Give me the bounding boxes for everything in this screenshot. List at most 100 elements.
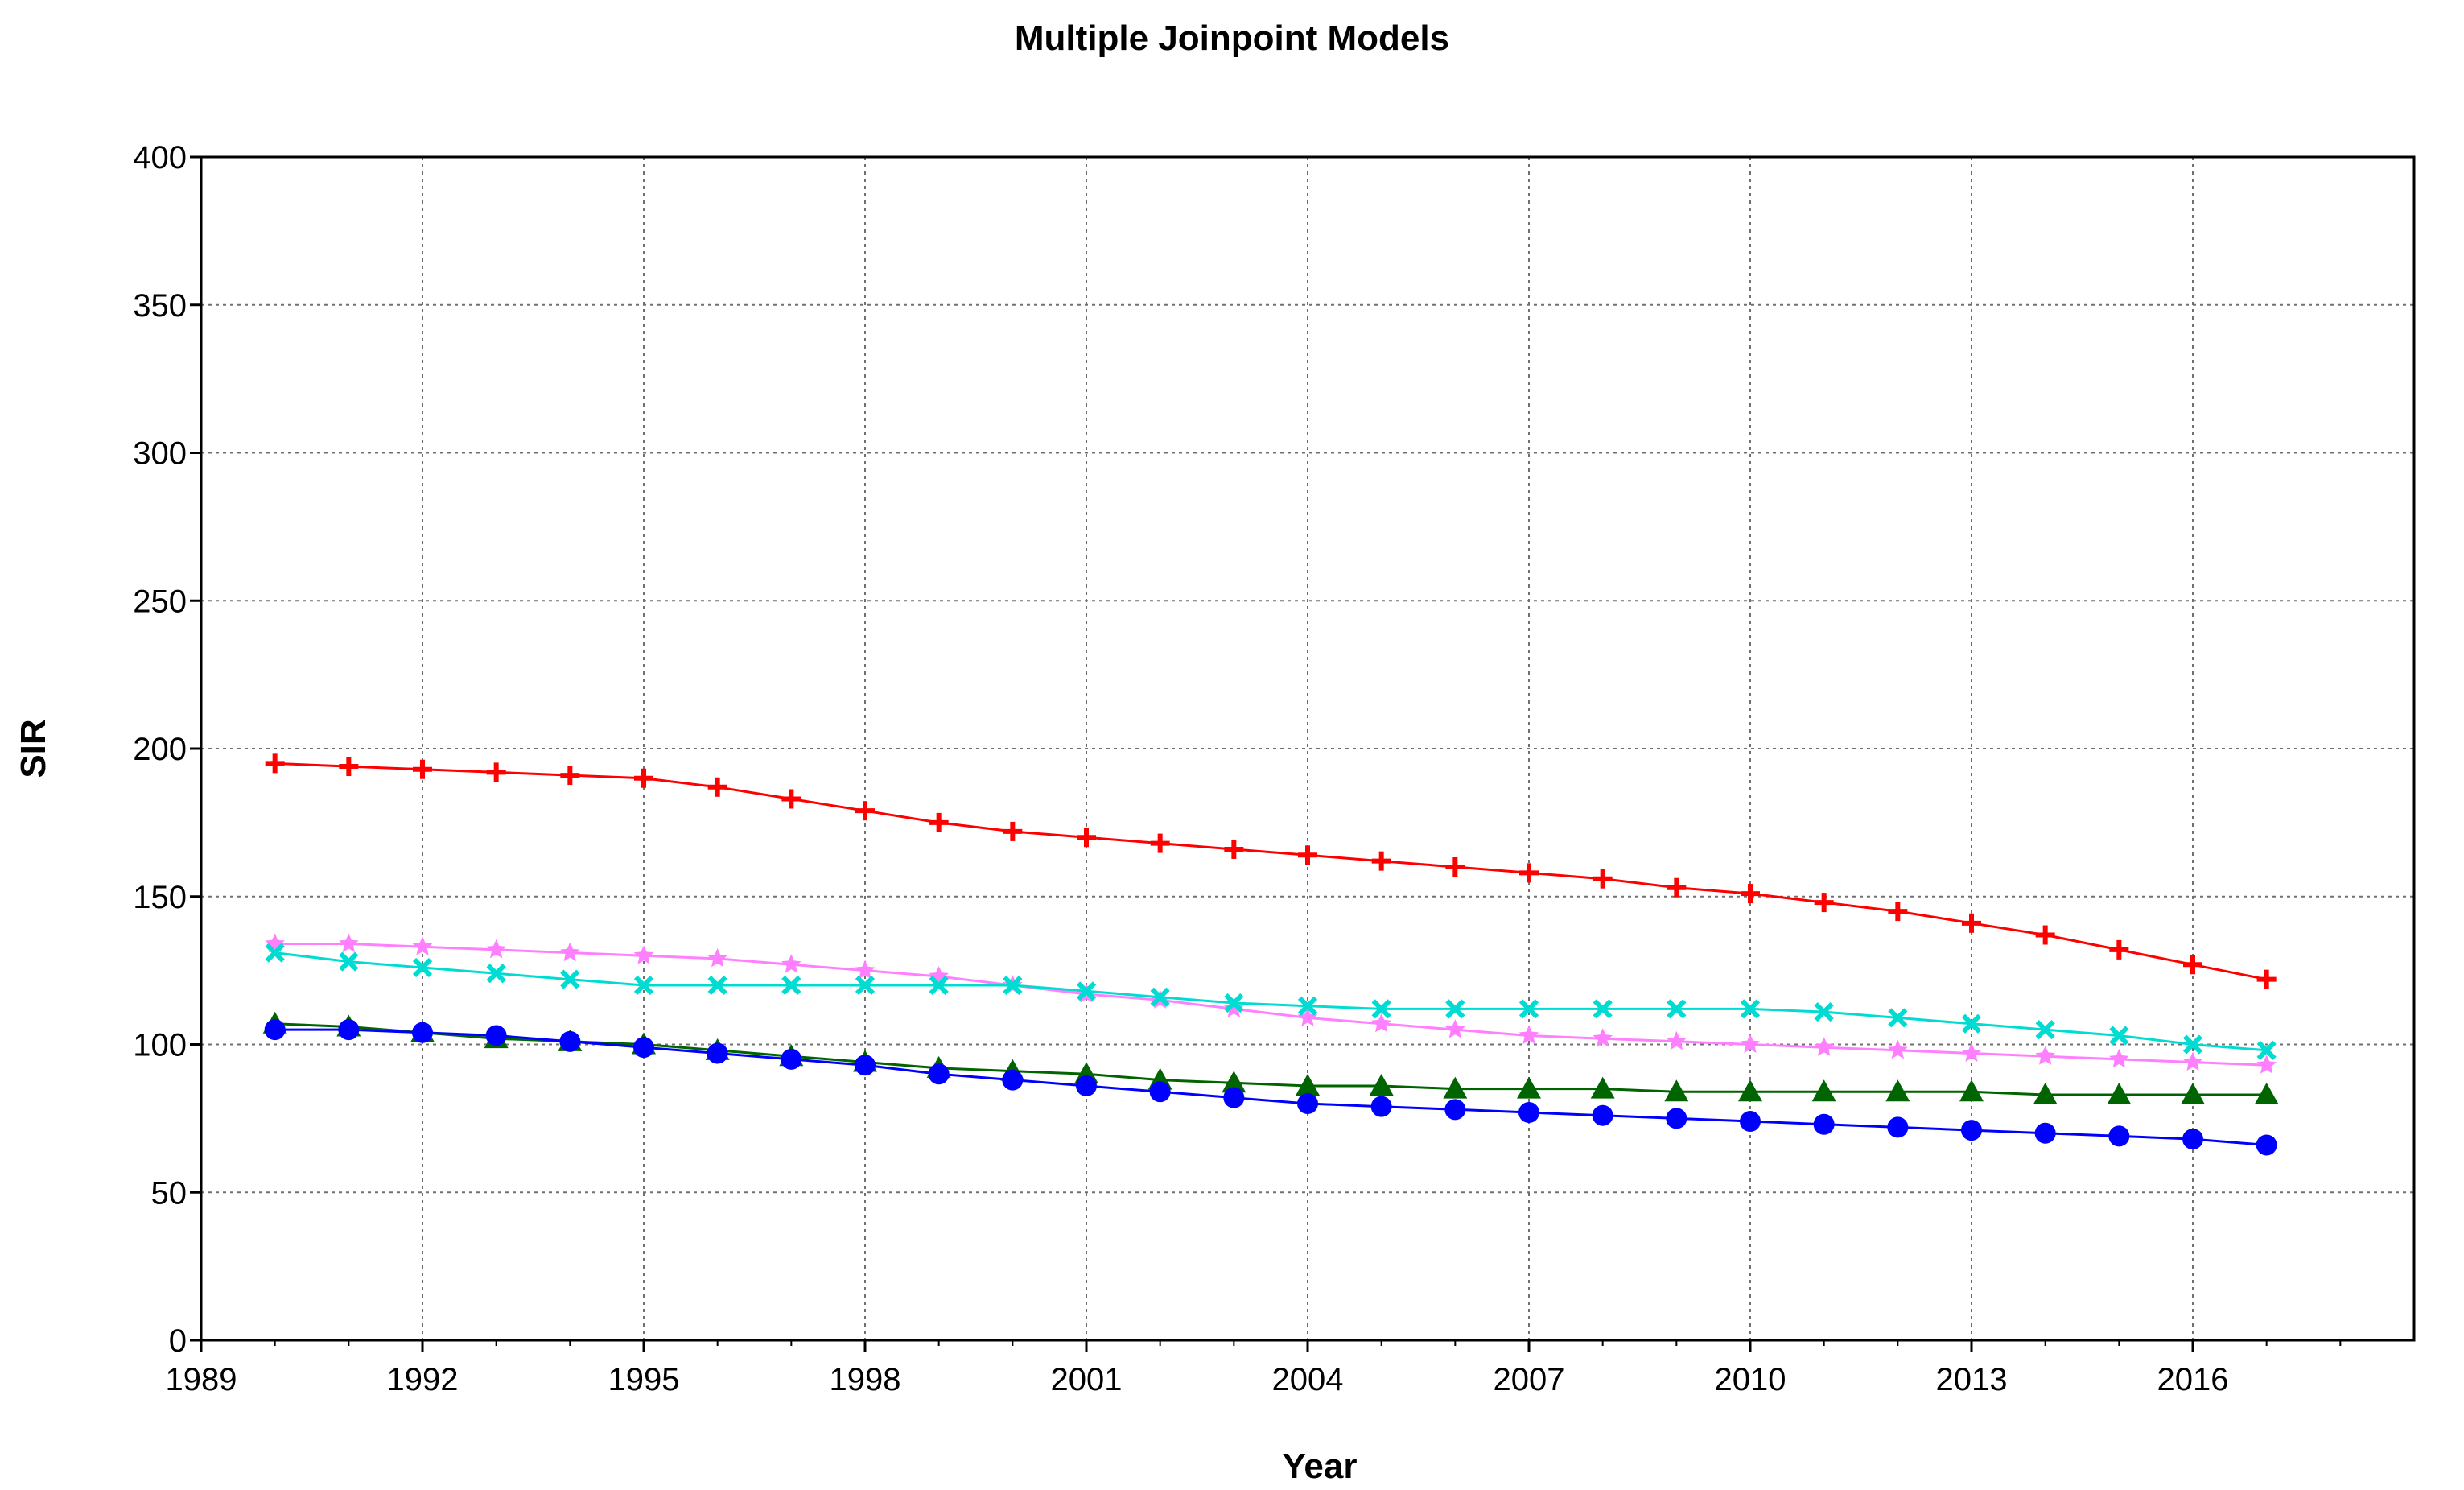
series-red-point (1371, 851, 1391, 871)
x-tick-label: 2010 (1715, 1362, 1786, 1397)
series-pink-point (633, 945, 654, 964)
series-pink-point (707, 947, 727, 968)
series-pink-point (1593, 1028, 1613, 1047)
series-blue-point (633, 1037, 654, 1059)
series-red (265, 753, 2277, 989)
series-red-point (486, 762, 506, 782)
series-red-point (1962, 913, 1981, 933)
series-blue-point (1518, 1102, 1539, 1124)
series-red-point (560, 766, 580, 786)
x-tick-label: 2001 (1051, 1362, 1123, 1397)
series-blue (264, 1019, 2277, 1156)
series-blue-point (2108, 1125, 2130, 1147)
series-blue-point (1813, 1113, 1835, 1135)
series-cyan-point (633, 975, 654, 996)
series-cyan-point (707, 975, 727, 996)
series-cyan-point (1961, 1013, 1982, 1034)
series-pink-point (781, 954, 801, 973)
series-blue-point (1297, 1093, 1318, 1114)
series-green-point (2033, 1082, 2058, 1104)
series-pink-point (2182, 1051, 2203, 1071)
series-blue-point (559, 1030, 581, 1052)
series-red-point (1519, 863, 1539, 883)
series-green-point (1443, 1076, 1468, 1099)
series-blue-point (2034, 1122, 2056, 1144)
series-cyan-line (274, 951, 2267, 1052)
series-cyan-point (412, 957, 433, 978)
x-tick-label: 1998 (830, 1362, 901, 1397)
series-pink-point (1297, 1007, 1318, 1026)
grid (201, 157, 2414, 1340)
x-axis-title: Year (1283, 1447, 1358, 1486)
series-blue-point (1002, 1069, 1024, 1091)
series-red-point (2109, 939, 2129, 960)
series-red-point (707, 777, 727, 797)
series-blue-point (412, 1022, 433, 1043)
series-red-point (1003, 821, 1023, 841)
series-blue-point (338, 1019, 360, 1041)
y-tick-label: 100 (133, 1028, 187, 1063)
series-pink-point (486, 939, 506, 959)
series-pink-point (1445, 1019, 1465, 1038)
series-cyan-point (1518, 999, 1539, 1019)
series-blue-point (1740, 1111, 1761, 1133)
series-blue-point (1149, 1081, 1171, 1103)
series-pink-point (412, 936, 433, 955)
series-blue-line (274, 1028, 2267, 1146)
series-red-point (2183, 955, 2202, 975)
series-red-point (1888, 902, 1908, 922)
y-tick-label: 200 (133, 732, 187, 767)
series-green-point (1738, 1079, 1762, 1102)
series-green-point (1885, 1079, 1910, 1102)
x-tick-label: 2016 (2157, 1362, 2229, 1397)
series-blue-point (1076, 1075, 1097, 1096)
series-pink-point (855, 960, 876, 980)
x-axis-ticks: 1989 1992 1995 1998 2001 2004 2007 2010 2013 2016 (166, 1340, 2342, 1397)
series-red-point (1150, 833, 1170, 853)
series-blue-point (707, 1042, 728, 1064)
series-pink-point (2256, 1055, 2277, 1074)
series-red-line (274, 762, 2267, 981)
x-tick-label: 1989 (166, 1362, 237, 1397)
series-blue-point (1887, 1116, 1909, 1138)
series-cyan (265, 943, 2277, 1060)
series-pink-point (1224, 998, 1244, 1017)
x-tick-label: 2004 (1272, 1362, 1344, 1397)
series-cyan-point (1593, 999, 1613, 1019)
series-pink-point (1667, 1030, 1687, 1050)
y-tick-label: 0 (169, 1323, 187, 1359)
series-green-point (1811, 1079, 1836, 1102)
series-green-point (1369, 1073, 1394, 1096)
series-green-point (1590, 1076, 1615, 1099)
series-green-line (274, 1022, 2267, 1096)
series-blue-point (264, 1019, 286, 1041)
series-red-point (1814, 893, 1834, 913)
series-red-point (265, 753, 285, 774)
series-cyan-point (2109, 1026, 2129, 1046)
series-pink-point (1371, 1013, 1391, 1033)
series-cyan-point (560, 969, 580, 989)
series-cyan-point (265, 943, 285, 963)
series-cyan-point (1445, 999, 1465, 1019)
y-tick-label: 250 (133, 584, 187, 619)
y-tick-label: 300 (133, 436, 187, 472)
series-pink-point (1961, 1042, 1982, 1062)
y-tick-label: 50 (151, 1175, 187, 1211)
series-cyan-point (1003, 975, 1023, 996)
series-blue-point (928, 1063, 950, 1085)
series-cyan-point (1150, 987, 1170, 1007)
series-cyan-point (1888, 1008, 1908, 1028)
series-green-point (2254, 1082, 2279, 1104)
series-green-point (1517, 1076, 1541, 1099)
series-blue-point (1592, 1104, 1613, 1126)
series-blue-point (1961, 1120, 1982, 1141)
series-cyan-point (339, 951, 359, 972)
chart-title: Multiple Joinpoint Models (1015, 19, 1449, 58)
series-green-point (1222, 1071, 1246, 1093)
series-cyan-point (486, 964, 506, 984)
series-cyan-point (1076, 981, 1097, 1001)
series-blue-point (485, 1025, 507, 1046)
series-red-point (929, 812, 949, 832)
series-cyan-point (929, 975, 949, 996)
